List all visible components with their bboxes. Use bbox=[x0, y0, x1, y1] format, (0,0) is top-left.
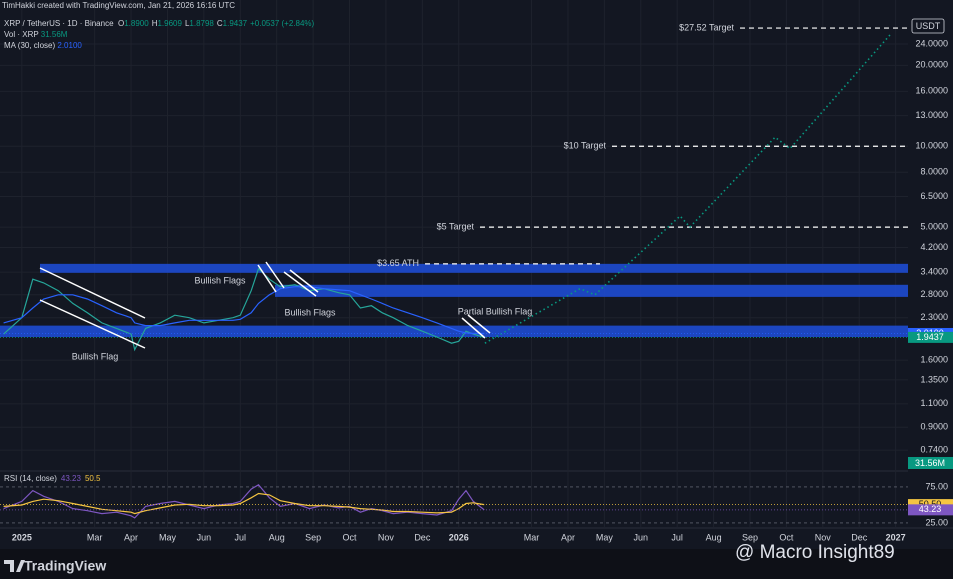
ohlc-value: 1.9609 bbox=[157, 19, 182, 28]
ohlc-key: L bbox=[185, 19, 190, 28]
annotation: Bullish Flag bbox=[72, 351, 119, 361]
y-tick-label: 16.0000 bbox=[915, 86, 948, 96]
volume-label-text: Vol · XRP bbox=[4, 30, 39, 39]
x-tick-label: 2026 bbox=[449, 532, 469, 542]
y-tick-label: 1.1000 bbox=[920, 398, 948, 408]
y-tick-label: 3.4000 bbox=[920, 267, 948, 277]
rsi-value: 43.23 bbox=[61, 474, 82, 483]
series-line bbox=[3, 484, 485, 519]
footer-bar bbox=[0, 549, 953, 579]
ohlc: O1.8900 H1.9609 L1.8798 C1.9437 +0.0537 (+2.… bbox=[118, 19, 315, 28]
price-axis bbox=[908, 0, 953, 548]
volume-badge-text: 31.56M bbox=[915, 458, 945, 468]
target-label: $27.52 Target bbox=[679, 22, 734, 32]
price-badge-label: 43.23 bbox=[919, 504, 942, 514]
brand: TradingView bbox=[24, 558, 106, 574]
target-label: $3.65 ATH bbox=[377, 258, 419, 268]
series-line bbox=[3, 267, 485, 352]
x-tick-label: Jul bbox=[235, 532, 247, 542]
x-tick-label: Apr bbox=[124, 532, 138, 542]
y-tick-label: 6.5000 bbox=[920, 191, 948, 201]
ohlc-key: O bbox=[118, 19, 124, 28]
y-tick-label: 8.0000 bbox=[920, 167, 948, 177]
target-label: $10 Target bbox=[564, 141, 607, 151]
x-tick-label: Jul bbox=[671, 532, 683, 542]
y-tick-label: 25.00 bbox=[925, 517, 948, 527]
y-tick-label: 5.0000 bbox=[920, 221, 948, 231]
y-tick-label: 1.6000 bbox=[920, 354, 948, 364]
ohlc-key: +0.0537 (+2.84%) bbox=[250, 19, 314, 28]
y-tick-label: 0.7400 bbox=[920, 444, 948, 454]
zone bbox=[275, 284, 908, 297]
plot-layer: 24.0000 20.0000 16.0000 13.0000 10.0000 8.000… bbox=[0, 0, 953, 542]
x-tick-label: Sep bbox=[305, 532, 321, 542]
series-line bbox=[484, 34, 891, 344]
ohlc-value: 1.8798 bbox=[189, 19, 214, 28]
x-tick-label: Oct bbox=[779, 532, 794, 542]
currency-badge[interactable] bbox=[911, 18, 945, 34]
x-tick-label: Apr bbox=[561, 532, 575, 542]
y-tick-label: 10.0000 bbox=[915, 141, 948, 151]
x-tick-label: May bbox=[159, 532, 177, 542]
zone bbox=[0, 325, 908, 338]
x-tick-label: Jun bbox=[197, 532, 212, 542]
credit: TimHakki created with TradingView.com, J… bbox=[2, 1, 235, 10]
x-tick-label: Dec bbox=[414, 532, 431, 542]
ohlc-value: 1.9437 bbox=[223, 19, 248, 28]
x-tick-label: Oct bbox=[343, 532, 358, 542]
rsi-title: RSI (14, close) 43.23 50.5 bbox=[4, 474, 101, 483]
x-tick-label: Dec bbox=[851, 532, 868, 542]
volume-label: Vol · XRP 31.56M bbox=[4, 30, 68, 39]
x-tick-label: Jun bbox=[634, 532, 649, 542]
symbol: XRP / TetherUS · 1D · Binance bbox=[4, 19, 114, 28]
volume-badge bbox=[908, 457, 953, 469]
x-tick-label: May bbox=[596, 532, 614, 542]
target-label: $5 Target bbox=[437, 221, 475, 231]
y-tick-label: 1.3500 bbox=[920, 374, 948, 384]
annotation: Partial Bullish Flag bbox=[458, 306, 533, 316]
y-tick-label: 75.00 bbox=[925, 481, 948, 491]
y-tick-label: 24.0000 bbox=[915, 38, 948, 48]
y-tick-label: 2.8000 bbox=[920, 289, 948, 299]
x-tick-label: Mar bbox=[524, 532, 540, 542]
x-tick-label: Mar bbox=[87, 532, 103, 542]
flag-drawings bbox=[39, 261, 491, 349]
x-tick-label: 2025 bbox=[12, 532, 32, 542]
price-badge-label: 50.50 bbox=[919, 499, 942, 509]
y-tick-label: 2.3000 bbox=[920, 312, 948, 322]
annotation: Bullish Flags bbox=[284, 307, 336, 317]
series-line bbox=[3, 492, 485, 515]
series-line bbox=[3, 286, 485, 335]
ohlc-key: C bbox=[217, 19, 223, 28]
zone bbox=[40, 263, 908, 273]
ma-value: 2.0100 bbox=[57, 41, 82, 50]
rsi-title-text: RSI (14, close) bbox=[4, 474, 57, 483]
x-tick-label: Nov bbox=[815, 532, 832, 542]
x-tick-label: Aug bbox=[706, 532, 722, 542]
y-tick-label: 4.2000 bbox=[920, 242, 948, 252]
x-tick-label: Sep bbox=[742, 532, 758, 542]
ohlc-value: 1.8900 bbox=[124, 19, 149, 28]
x-tick-label: Nov bbox=[378, 532, 395, 542]
x-tick-label: 2027 bbox=[886, 532, 906, 542]
annotation: Bullish Flags bbox=[194, 275, 246, 285]
price-badge bbox=[908, 331, 953, 343]
y-tick-label: 20.0000 bbox=[915, 60, 948, 70]
tradingview-logo: TradingView bbox=[4, 558, 106, 574]
y-tick-label: 13.0000 bbox=[915, 110, 948, 120]
price-badge bbox=[908, 504, 953, 516]
ma-label: MA (30, close) 2.0100 bbox=[4, 41, 82, 50]
rsi-value: 50.5 bbox=[85, 474, 101, 483]
watermark: @ Macro Insight89 bbox=[735, 542, 895, 563]
y-tick-label: 0.9000 bbox=[920, 422, 948, 432]
volume-value: 31.56M bbox=[41, 30, 68, 39]
ma-label-text: MA (30, close) bbox=[4, 41, 55, 50]
currency[interactable]: USDT bbox=[916, 21, 941, 31]
ohlc-key: H bbox=[152, 19, 158, 28]
price-badge-label: 1.9437 bbox=[916, 332, 944, 342]
x-tick-label: Aug bbox=[269, 532, 285, 542]
